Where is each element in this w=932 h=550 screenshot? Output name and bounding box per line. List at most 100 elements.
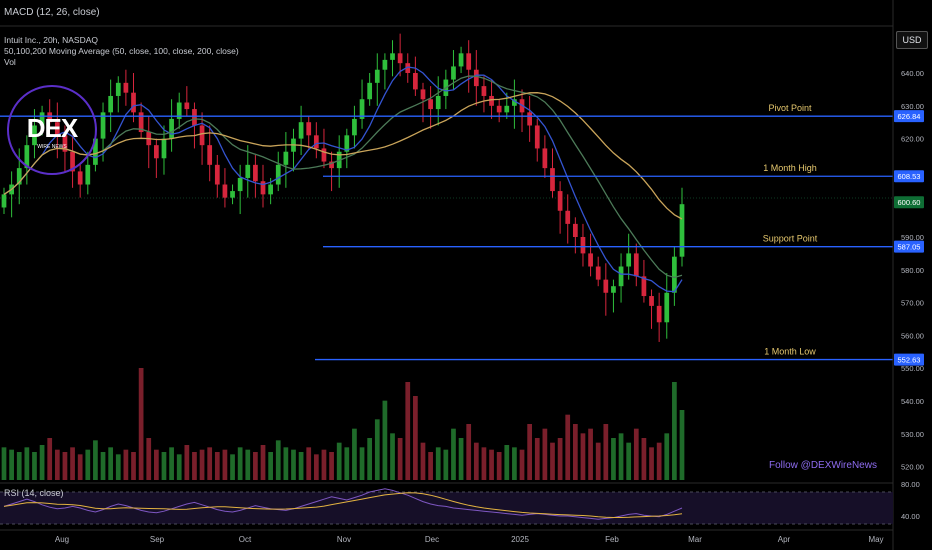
- candle-body: [656, 305, 662, 323]
- candle-body: [47, 112, 53, 123]
- volume-bar: [428, 452, 433, 480]
- candle-body: [260, 181, 266, 195]
- volume-bar: [618, 433, 624, 480]
- candle-body: [405, 63, 411, 73]
- volume-bar: [359, 447, 365, 480]
- time-axis[interactable]: Aug Sep Oct Nov Dec 2025 Feb Mar Apr May: [0, 529, 893, 544]
- price-tick-label: 580.00: [901, 266, 924, 275]
- price-tick-label: 540.00: [901, 397, 924, 406]
- price-tick-label: 570.00: [901, 299, 924, 308]
- volume-bar: [352, 428, 357, 480]
- follow-watermark: Follow @DEXWireNews: [769, 460, 877, 471]
- candle-body: [420, 89, 426, 100]
- volume-bar: [199, 449, 205, 480]
- candle-body: [161, 138, 167, 159]
- candle-body: [580, 237, 586, 254]
- candle-body: [115, 82, 121, 96]
- volume-bar: [336, 442, 342, 480]
- candle-body: [679, 204, 685, 257]
- candle-body: [93, 138, 98, 165]
- volume-bar: [222, 449, 228, 480]
- volume-bar: [108, 447, 114, 480]
- candle-body: [85, 164, 91, 185]
- candle-body: [329, 161, 334, 169]
- currency-badge[interactable]: USD: [896, 31, 928, 49]
- volume-bar: [489, 449, 494, 480]
- volume-bar: [214, 452, 220, 480]
- level-tag-bg: [894, 353, 924, 366]
- price-axis[interactable]: 520.00 530.00 540.00 550.00 560.00 570.00 580.…: [892, 0, 924, 550]
- macd-indicator-label[interactable]: MACD (12, 26, close): [4, 7, 100, 18]
- volume-bar: [473, 442, 479, 480]
- candle-body: [382, 59, 388, 70]
- volume-label[interactable]: Vol: [4, 57, 16, 67]
- volume-bar: [672, 382, 677, 480]
- volume-bar: [283, 447, 289, 480]
- time-tick-label: Apr: [778, 535, 791, 544]
- volume-bar: [557, 438, 563, 480]
- current-price-tag: 600.60: [898, 198, 921, 207]
- volume-bar: [534, 438, 540, 480]
- volume-bar: [481, 447, 487, 480]
- volume-bar: [161, 452, 167, 480]
- candle-body: [649, 296, 654, 306]
- price-tick-label: 530.00: [901, 430, 924, 439]
- candle-body: [153, 145, 159, 159]
- volume-bar: [268, 452, 273, 480]
- price-tick-label: 550.00: [901, 364, 924, 373]
- volume-bar: [70, 447, 75, 480]
- candle-body: [123, 82, 129, 93]
- volume-bar: [93, 440, 98, 480]
- volume-bar: [595, 442, 601, 480]
- level-tag-value: 608.53: [898, 172, 921, 181]
- candle-body: [603, 279, 609, 293]
- logo-subtext: WIRE NEWS: [37, 144, 67, 150]
- rsi-indicator-label[interactable]: RSI (14, close): [4, 488, 64, 498]
- ma100-line: [3, 75, 683, 279]
- price-tick-label: 590.00: [901, 233, 924, 242]
- time-tick-label: Nov: [337, 535, 351, 544]
- candle-body: [298, 122, 304, 139]
- rsi-line: [3, 488, 683, 520]
- candle-body: [413, 73, 418, 90]
- candle-body: [344, 135, 350, 152]
- candle-body: [283, 151, 289, 165]
- candle-body: [230, 191, 235, 198]
- current-price-tag-bg: [894, 196, 924, 209]
- volume-bar: [32, 452, 37, 480]
- candle-body: [496, 105, 502, 113]
- volume-bar: [626, 442, 632, 480]
- candle-body: [131, 92, 136, 113]
- candle-body: [595, 266, 601, 280]
- volume-bar: [420, 442, 426, 480]
- time-tick-label: Sep: [150, 535, 165, 544]
- volume-bar: [192, 452, 197, 480]
- volume-bar: [115, 454, 121, 480]
- volume-bar: [47, 438, 53, 480]
- time-tick-label: May: [868, 535, 883, 544]
- time-tick-label: Mar: [688, 535, 702, 544]
- candle-body: [268, 184, 273, 195]
- candle-body: [641, 276, 647, 297]
- time-tick-label: Feb: [605, 535, 619, 544]
- candle-body: [473, 69, 479, 87]
- symbol-title[interactable]: Intuit Inc., 20h, NASDAQ: [4, 35, 99, 45]
- candle-body: [458, 53, 464, 67]
- volume-bar: [504, 445, 510, 480]
- candle-body: [466, 53, 472, 70]
- volume-bar: [100, 452, 106, 480]
- volume-bar: [54, 449, 60, 480]
- candle-body: [313, 135, 319, 149]
- volume-bar: [512, 447, 517, 480]
- moving-average-label[interactable]: 50,100,200 Moving Average (50, close, 10…: [4, 46, 239, 56]
- volume-bar: [306, 447, 312, 480]
- candle-body: [138, 112, 144, 133]
- candle-body: [374, 69, 380, 83]
- logo-ring: [7, 85, 97, 175]
- volume-bar: [565, 414, 571, 480]
- volume-bar: [321, 449, 327, 480]
- volume-bar: [344, 447, 350, 480]
- volume-bar: [641, 438, 647, 480]
- volume-bar: [443, 449, 449, 480]
